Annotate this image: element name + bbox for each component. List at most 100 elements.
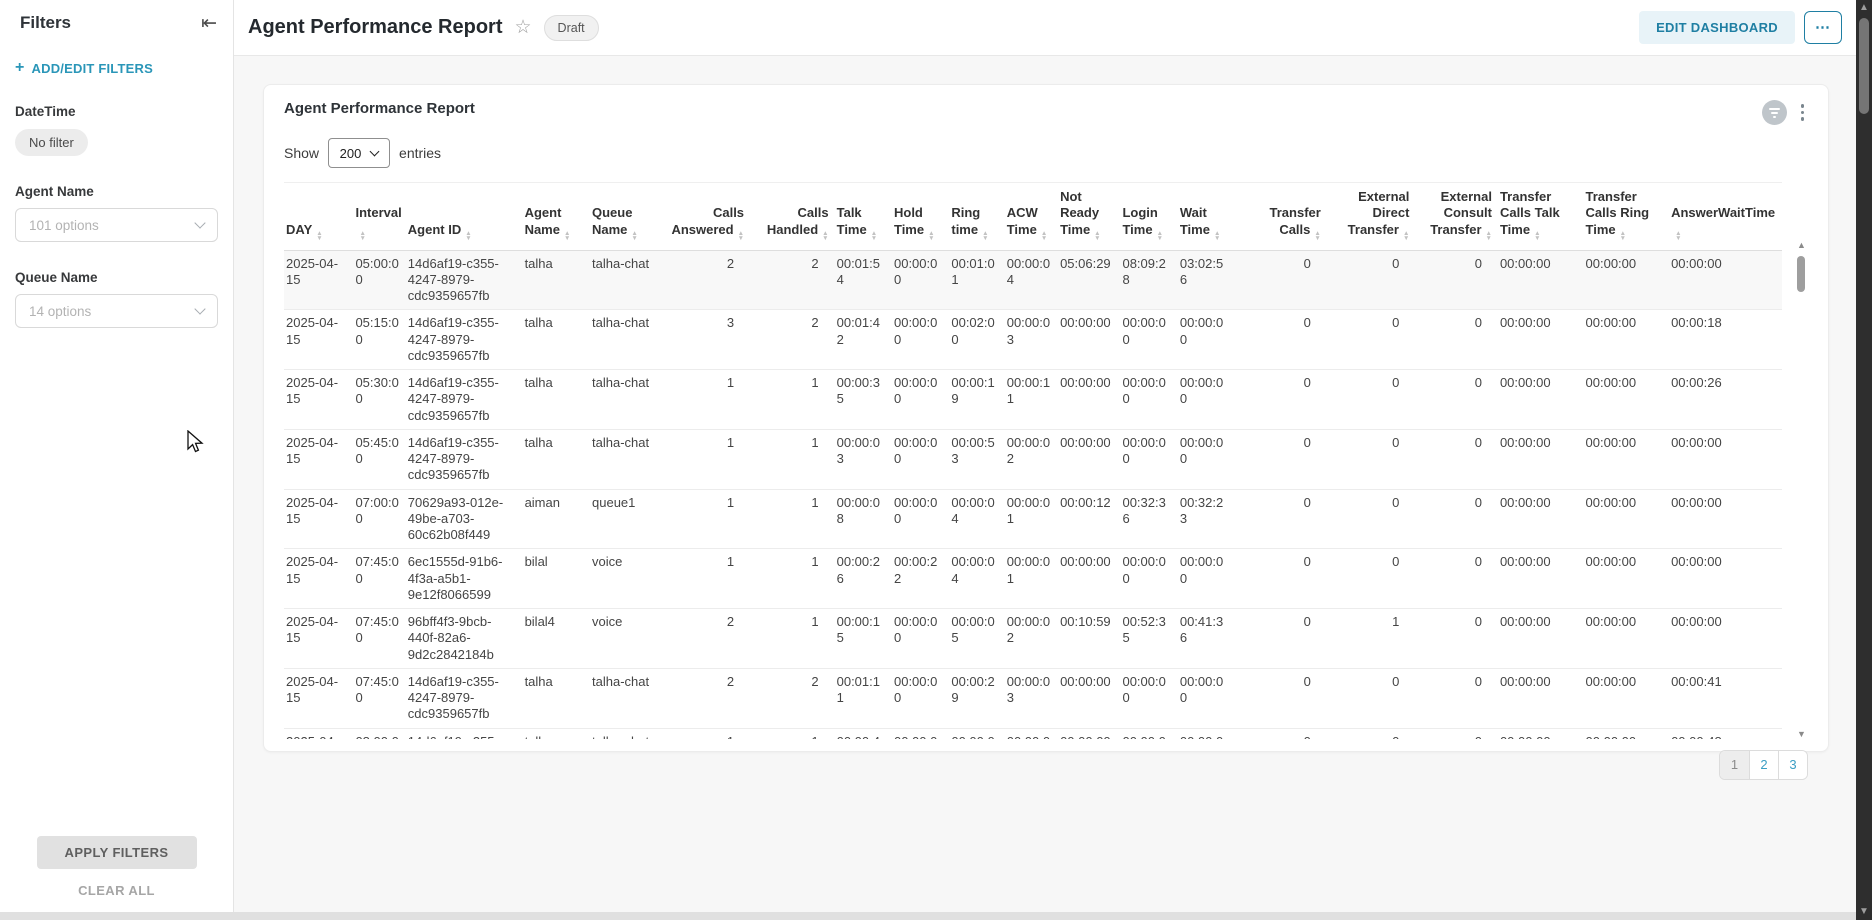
page-size-select[interactable]: 200 [328, 138, 391, 168]
scroll-up-icon[interactable]: ▲ [1797, 240, 1806, 250]
window-scroll-down-icon[interactable]: ▼ [1859, 906, 1869, 917]
sort-icon[interactable]: ▲ ▼ [1619, 229, 1627, 242]
table-row: 2025-04-1508:00:0014d6af19-c355-4247-897… [284, 728, 1782, 739]
column-header-day[interactable]: DAY ▲ ▼ [284, 182, 354, 251]
page-button-2[interactable]: 2 [1749, 750, 1778, 779]
collapse-sidebar-icon[interactable]: ⇤ [201, 12, 217, 34]
widget-kebab-icon[interactable] [1797, 102, 1809, 123]
sort-icon[interactable]: ▲ ▼ [822, 229, 829, 242]
more-options-button[interactable]: ⋯ [1804, 11, 1842, 44]
page-button-3[interactable]: 3 [1778, 750, 1807, 779]
window-scrollbar[interactable]: ▲ ▼ [1856, 0, 1872, 920]
column-header-external-consult-transfer[interactable]: External Consult Transfer ▲ ▼ [1415, 182, 1498, 251]
edit-dashboard-button[interactable]: EDIT DASHBOARD [1639, 11, 1795, 44]
sort-icon[interactable]: ▲ ▼ [563, 229, 571, 242]
cell-calls-answered: 1 [661, 429, 751, 490]
column-header-hold-time[interactable]: Hold Time ▲ ▼ [891, 182, 950, 251]
sort-icon[interactable]: ▲ ▼ [1094, 229, 1101, 242]
sort-icon[interactable]: ▲ ▼ [982, 229, 989, 242]
queue-name-select[interactable]: 14 options [15, 294, 218, 328]
cell-agent-name: talha [522, 369, 590, 430]
cell-external-direct-transfer: 0 [1326, 548, 1416, 609]
cell-login-time: 00:52:35 [1120, 608, 1178, 669]
sort-icon[interactable]: ▲ ▼ [359, 229, 366, 242]
cell-day: 2025-04-15 [284, 728, 354, 739]
table-scrollbar-thumb[interactable] [1797, 256, 1805, 292]
table-body: 2025-04-15 05:00:00 14d6af19-c355-4247-897… [284, 250, 1782, 739]
datetime-filter-chip[interactable]: No filter [15, 129, 88, 156]
cell-calls-answered: 1 [661, 548, 751, 609]
cell-transfer-calls-ring-time: 00:00:00 [1583, 489, 1670, 550]
cell-answerwaittime: 00:00:48 [1669, 728, 1782, 739]
plus-icon: + [15, 59, 25, 76]
column-header-label: Hold Time [893, 205, 925, 237]
column-header-label: Ring time [951, 205, 981, 237]
scroll-down-icon[interactable]: ▼ [1797, 728, 1806, 739]
cell-talk-time: 00:00:15 [834, 608, 892, 669]
cell-queue-name: talha-chat [590, 250, 662, 311]
clear-all-button[interactable]: CLEAR ALL [78, 883, 155, 898]
column-header-transfer-calls[interactable]: Transfer Calls ▲ ▼ [1234, 182, 1327, 251]
column-header-talk-time[interactable]: Talk Time ▲ ▼ [834, 182, 892, 251]
cell-not-ready-time: 00:10:59 [1058, 608, 1121, 669]
favorite-star-icon[interactable]: ☆ [514, 17, 532, 38]
cell-calls-answered: 1 [661, 728, 751, 739]
sort-icon[interactable]: ▲ ▼ [870, 229, 878, 242]
page-button-1[interactable]: 1 [1720, 750, 1749, 779]
sort-icon[interactable]: ▲ ▼ [316, 229, 323, 242]
sort-icon[interactable]: ▲ ▼ [1402, 229, 1410, 242]
column-header-agent-name[interactable]: Agent Name ▲ ▼ [522, 182, 590, 251]
window-scroll-up-icon[interactable]: ▲ [1859, 2, 1869, 13]
chevron-down-icon [194, 303, 206, 315]
cell-agent-name: talha [522, 429, 590, 490]
sort-icon[interactable]: ▲ ▼ [737, 229, 745, 242]
sort-icon[interactable]: ▲ ▼ [1040, 229, 1048, 242]
cell-transfer-calls-talk-time: 00:00:00 [1497, 608, 1584, 669]
sort-icon[interactable]: ▲ ▼ [1314, 229, 1321, 242]
column-header-label: DAY [286, 221, 313, 237]
column-header-ring-time[interactable]: Ring time ▲ ▼ [949, 182, 1005, 251]
table-row: 2025-04-15 05:00:00 14d6af19-c355-4247-897… [284, 250, 1782, 311]
column-header-external-direct-transfer[interactable]: External Direct Transfer ▲ ▼ [1326, 182, 1416, 251]
cell-day: 2025-04-15 [284, 309, 354, 370]
window-scrollbar-thumb[interactable] [1859, 18, 1869, 114]
column-header-interval[interactable]: Interval ▲ ▼ [353, 182, 406, 251]
page-size-value: 200 [339, 145, 362, 161]
cell-day: 2025-04-15 [284, 668, 354, 729]
column-header-not-ready-time[interactable]: Not Ready Time ▲ ▼ [1058, 182, 1121, 251]
column-header-agent-id[interactable]: Agent ID ▲ ▼ [405, 182, 523, 251]
sort-icon[interactable]: ▲ ▼ [928, 229, 935, 242]
sort-icon[interactable]: ▲ ▼ [465, 229, 472, 242]
column-header-transfer-calls-ring-time[interactable]: Transfer Calls Ring Time ▲ ▼ [1583, 182, 1670, 251]
column-header-queue-name[interactable]: Queue Name ▲ ▼ [590, 182, 662, 251]
sort-icon[interactable]: ▲ ▼ [1213, 229, 1221, 242]
report-table: 2025-04-15 05:00:00 14d6af19-c355-4247-897… [284, 250, 1782, 739]
cell-calls-handled: 1 [750, 429, 835, 490]
add-edit-filters-button[interactable]: + ADD/EDIT FILTERS [15, 60, 233, 76]
table-scrollbar[interactable]: ▲ ▼ [1795, 240, 1808, 739]
sort-icon[interactable]: ▲ ▼ [1675, 229, 1682, 242]
column-header-acw-time[interactable]: ACW Time ▲ ▼ [1004, 182, 1059, 251]
cell-calls-handled: 2 [750, 309, 835, 370]
column-header-answerwaittime[interactable]: AnswerWaitTime ▲ ▼ [1669, 182, 1782, 251]
column-header-calls-handled[interactable]: Calls Handled ▲ ▼ [750, 182, 835, 251]
sort-icon[interactable]: ▲ ▼ [1156, 229, 1164, 242]
window-horizontal-scrollbar[interactable] [0, 912, 1856, 920]
cell-transfer-calls-ring-time: 00:00:00 [1583, 309, 1670, 370]
agent-name-select[interactable]: 101 options [15, 208, 218, 242]
cell-transfer-calls-talk-time: 00:00:00 [1497, 429, 1584, 490]
sort-icon[interactable]: ▲ ▼ [1534, 229, 1541, 242]
column-header-transfer-calls-talk-time[interactable]: Transfer Calls Talk Time ▲ ▼ [1497, 182, 1584, 251]
sort-icon[interactable]: ▲ ▼ [1485, 229, 1492, 242]
cell-queue-name: talha-chat [590, 429, 662, 490]
column-header-login-time[interactable]: Login Time ▲ ▼ [1120, 182, 1178, 251]
main-area: Agent Performance Report ☆ Draft EDIT DA… [234, 0, 1856, 912]
cell-transfer-calls-ring-time: 00:00:00 [1583, 548, 1670, 609]
sort-icon[interactable]: ▲ ▼ [631, 229, 638, 242]
table-scroll-viewport[interactable]: 2025-04-15 05:00:00 14d6af19-c355-4247-897… [284, 250, 1788, 739]
widget-filter-icon[interactable] [1761, 100, 1787, 125]
column-header-calls-answered[interactable]: Calls Answered ▲ ▼ [661, 182, 751, 251]
column-header-wait-time[interactable]: Wait Time ▲ ▼ [1177, 182, 1235, 251]
cell-agent-id: 96bff4f3-9bcb-440f-82a6-9d2c2842184b [405, 608, 523, 669]
apply-filters-button[interactable]: APPLY FILTERS [36, 836, 197, 869]
